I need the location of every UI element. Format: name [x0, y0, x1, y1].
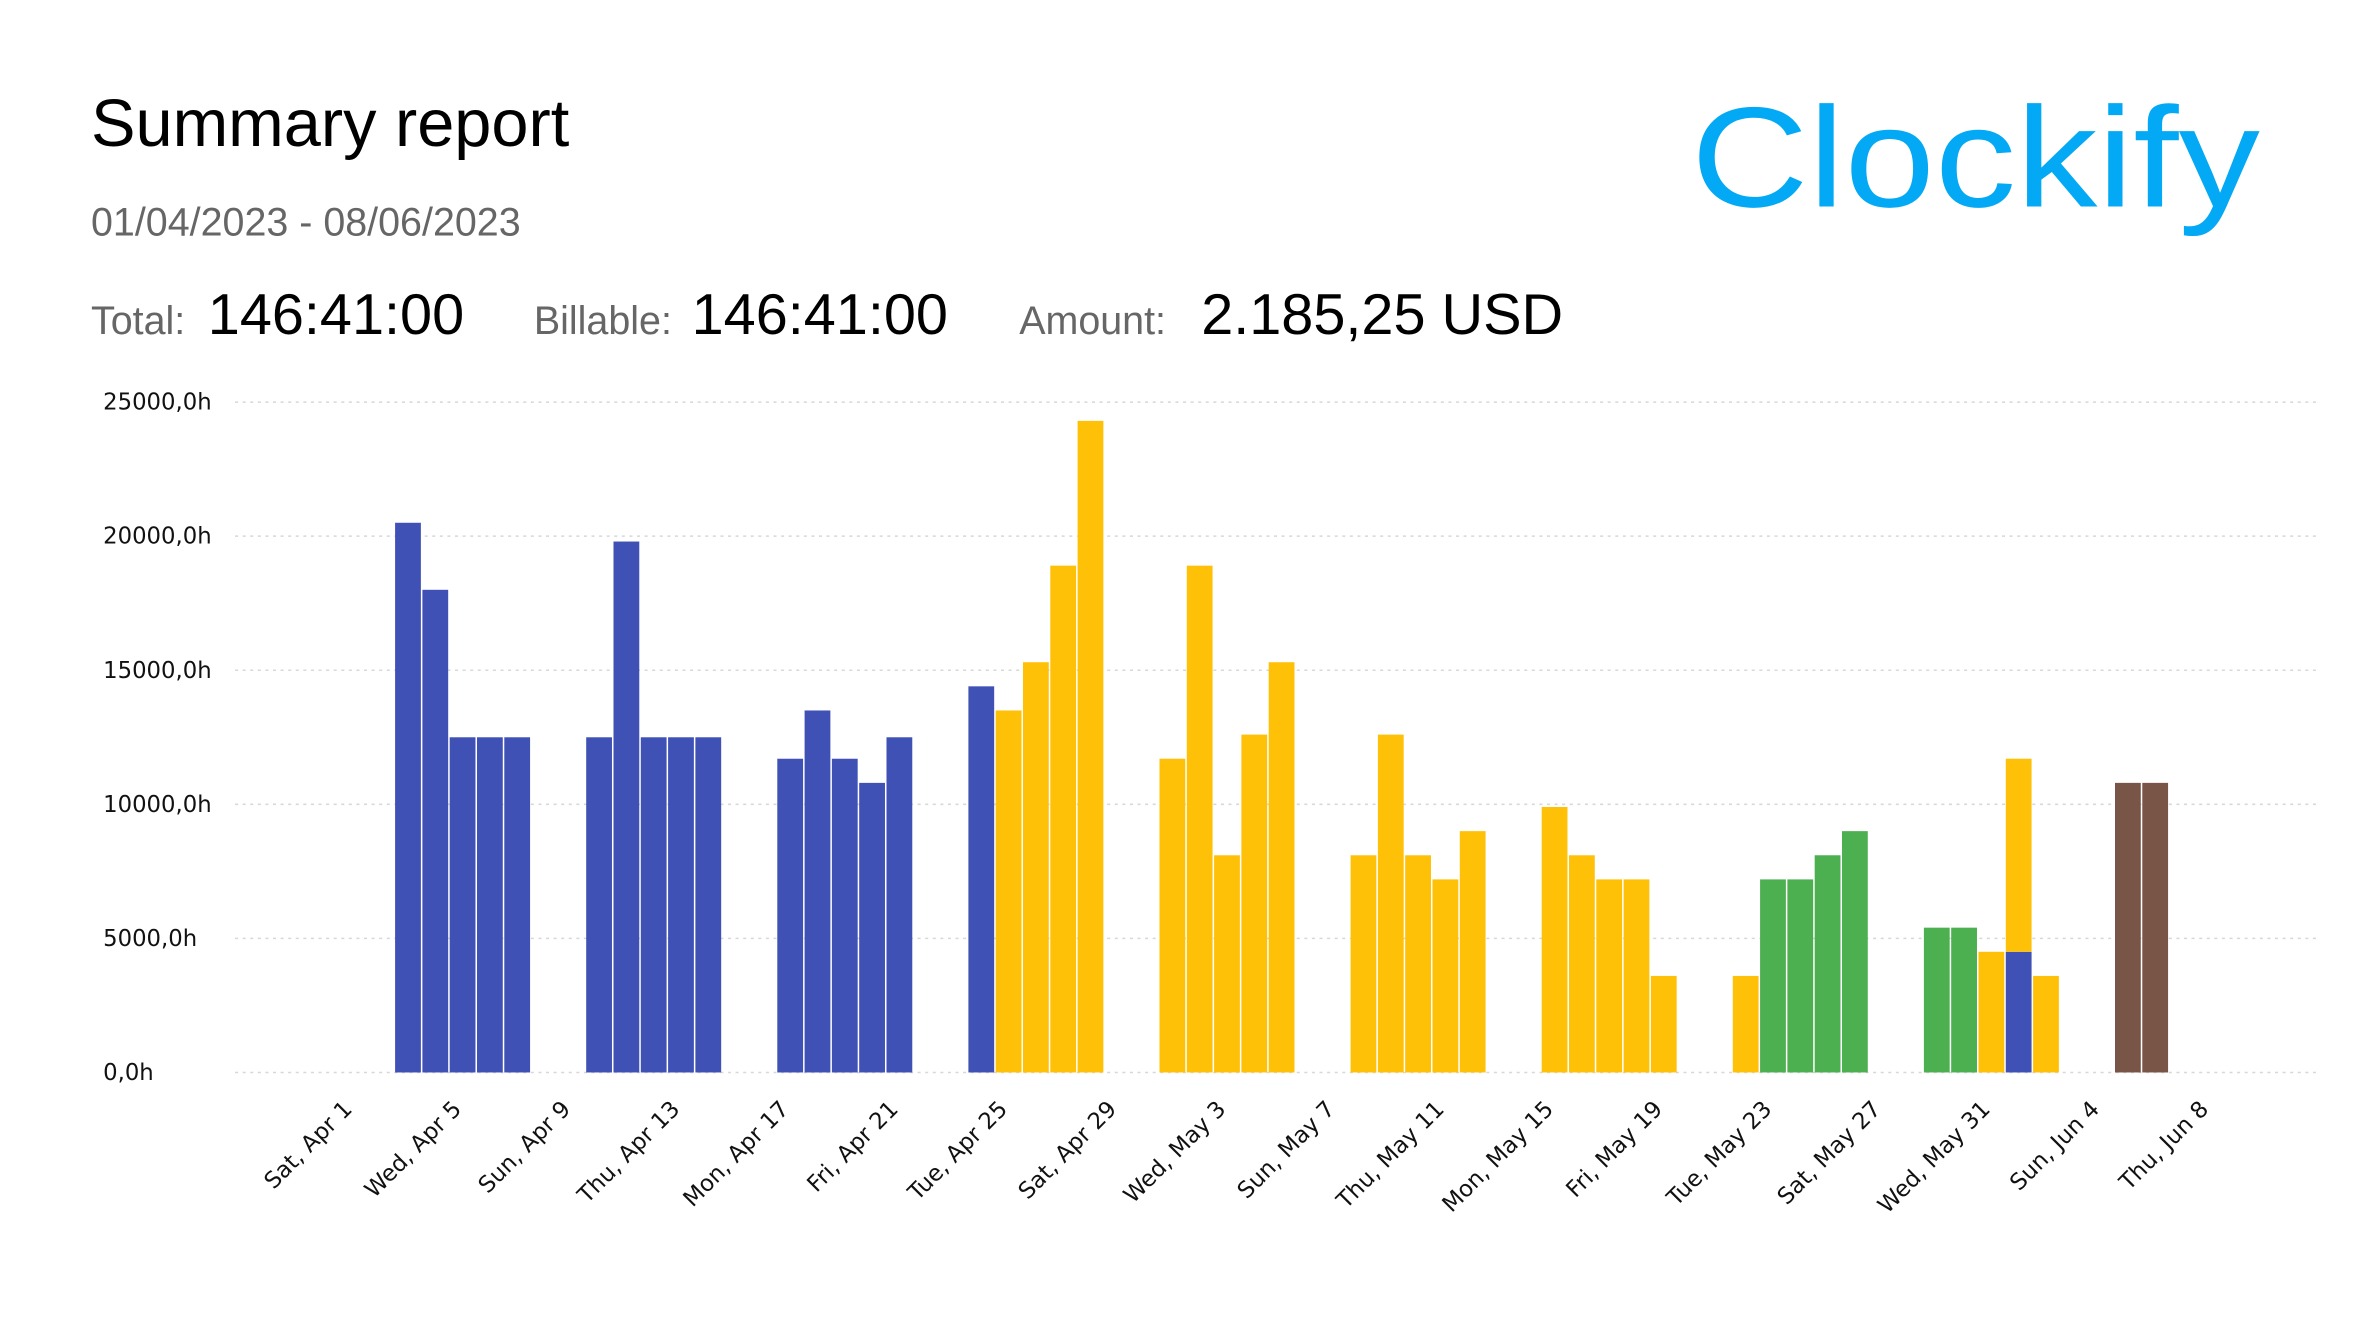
- y-tick-label: 25000,0h: [103, 390, 212, 416]
- bar: [2005, 758, 2032, 952]
- bar: [613, 541, 640, 1073]
- billable-label: Billable:: [534, 299, 672, 343]
- x-tick-label: Tue, Apr 25: [903, 1096, 1013, 1206]
- x-tick-label: Sat, Apr 29: [1014, 1096, 1122, 1204]
- x-tick-label: Sat, Apr 1: [259, 1096, 357, 1194]
- bar: [586, 737, 612, 1073]
- x-tick-label: Fri, Apr 21: [802, 1096, 903, 1197]
- bar: [1159, 758, 1186, 1073]
- amount-label: Amount:: [1019, 299, 1166, 343]
- bar: [1077, 420, 1104, 1073]
- bar: [1268, 662, 1295, 1073]
- bar: [668, 737, 694, 1073]
- bar: [1787, 879, 1814, 1073]
- bar: [1541, 807, 1568, 1073]
- bar: [1623, 879, 1650, 1073]
- bar: [640, 737, 667, 1073]
- bar: [1432, 879, 1459, 1073]
- bar: [1650, 975, 1677, 1073]
- bar: [1760, 879, 1786, 1073]
- bar: [1377, 734, 1404, 1073]
- bar: [395, 522, 421, 1073]
- total-value: 146:41:00: [208, 283, 464, 347]
- amount-value: 2.185,25 USD: [1201, 283, 1563, 347]
- bar: [1050, 565, 1077, 1073]
- bar: [449, 737, 476, 1073]
- date-range: 01/04/2023 - 08/06/2023: [91, 200, 521, 244]
- y-tick-label: 0,0h: [103, 1060, 154, 1086]
- bar: [1022, 662, 1049, 1073]
- x-tick-label: Thu, Jun 8: [2114, 1096, 2214, 1196]
- x-tick-label: Mon, Apr 17: [678, 1096, 794, 1212]
- bar: [2033, 975, 2059, 1073]
- bar: [1214, 855, 1240, 1073]
- bar: [1978, 951, 2005, 1073]
- bar: [1568, 855, 1595, 1073]
- bar: [695, 737, 722, 1073]
- bar: [1241, 734, 1268, 1073]
- x-tick-label: Sun, Apr 9: [474, 1096, 576, 1198]
- x-tick-label: Wed, May 31: [1873, 1096, 1996, 1219]
- x-tick-label: Sun, May 7: [1233, 1096, 1341, 1204]
- bar: [2005, 951, 2032, 1073]
- logo: Clockify: [1691, 78, 2260, 237]
- bar: [1350, 855, 1377, 1073]
- y-tick-label: 20000,0h: [103, 524, 212, 550]
- bar: [2114, 782, 2141, 1073]
- title: Summary report: [91, 87, 570, 161]
- x-tick-label: Fri, May 19: [1561, 1096, 1668, 1203]
- x-tick-label: Wed, May 3: [1119, 1096, 1231, 1208]
- bar: [1951, 927, 1977, 1073]
- y-tick-label: 10000,0h: [103, 792, 212, 818]
- x-tick-label: Thu, May 11: [1331, 1096, 1449, 1214]
- chart: 0,0h 5000,0h 10000,0h 15000,0h 20000,0h 25000…: [103, 390, 2321, 1219]
- bar: [476, 737, 503, 1073]
- total-label: Total:: [91, 299, 185, 343]
- x-tick-label: Sat, May 27: [1773, 1096, 1887, 1210]
- bar: [1186, 565, 1213, 1073]
- bar: [968, 686, 995, 1073]
- bar: [995, 710, 1022, 1073]
- bar: [1841, 831, 1868, 1073]
- bar: [886, 737, 913, 1073]
- bar: [831, 758, 858, 1073]
- bar: [422, 589, 449, 1073]
- x-tick-label: Sun, Jun 4: [2005, 1096, 2105, 1196]
- billable-value: 146:41:00: [692, 283, 948, 347]
- bar: [1923, 927, 1950, 1073]
- bar: [859, 782, 885, 1073]
- bar: [1405, 855, 1431, 1073]
- bar: [2142, 782, 2169, 1073]
- bar: [804, 710, 831, 1073]
- bar: [1814, 855, 1841, 1073]
- x-tick-label: Mon, May 15: [1437, 1096, 1558, 1217]
- bar: [777, 758, 804, 1073]
- bar: [1732, 975, 1759, 1073]
- x-tick-label: Thu, Apr 13: [572, 1096, 685, 1209]
- y-tick-label: 5000,0h: [103, 926, 197, 952]
- bar: [504, 737, 531, 1073]
- x-tick-label: Tue, May 23: [1662, 1096, 1778, 1212]
- y-tick-label: 15000,0h: [103, 658, 212, 684]
- bar: [1459, 831, 1486, 1073]
- x-tick-label: Wed, Apr 5: [360, 1096, 467, 1203]
- bar: [1596, 879, 1623, 1073]
